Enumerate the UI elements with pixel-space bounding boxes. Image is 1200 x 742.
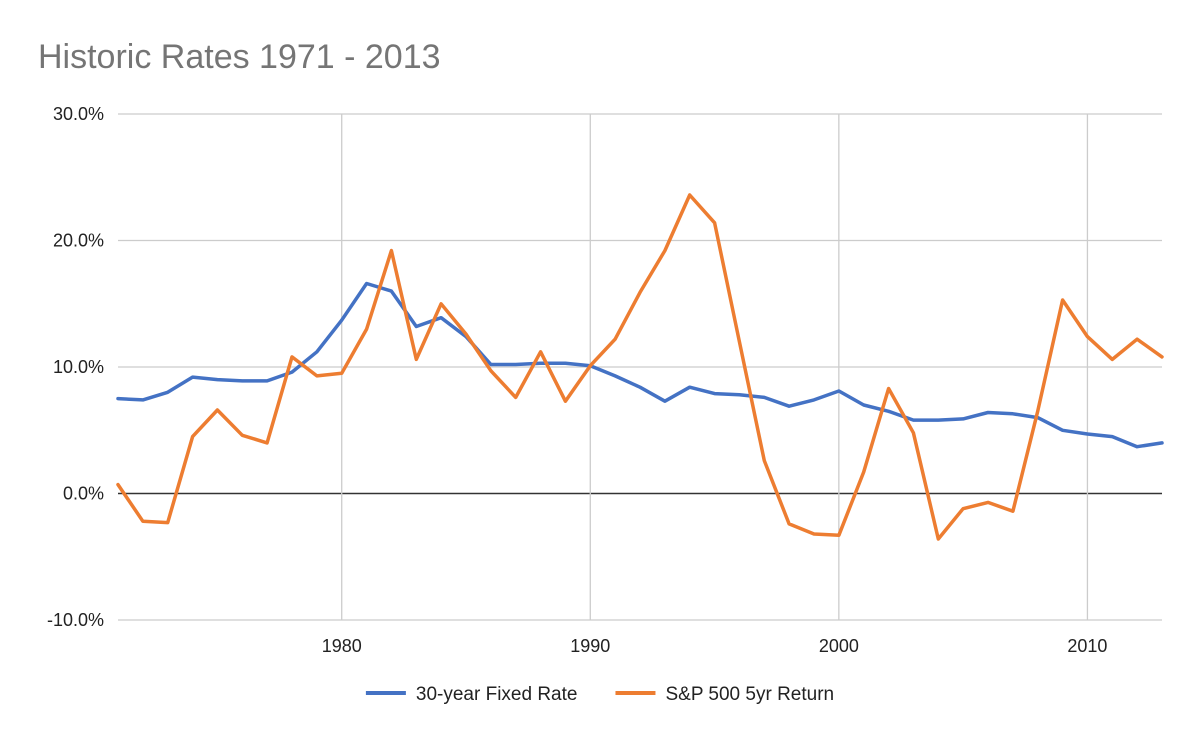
x-tick-label: 2000: [819, 636, 859, 656]
x-tick-label: 2010: [1067, 636, 1107, 656]
series-line-fixed-rate: [116, 281, 1164, 449]
y-tick-label: 0.0%: [63, 484, 104, 504]
series-line-sp500-return: [116, 193, 1164, 541]
y-tick-label: 30.0%: [53, 104, 104, 124]
grid-lines: [118, 113, 1162, 621]
x-axis-ticks: 1980 1990 2000 2010: [322, 636, 1108, 656]
series-lines: [116, 193, 1164, 541]
legend: 30-year Fixed Rate S&P 500 5yr Return: [365, 684, 834, 705]
legend-label: 30-year Fixed Rate: [416, 684, 578, 705]
x-tick-label: 1980: [322, 636, 362, 656]
y-tick-label: 10.0%: [53, 357, 104, 377]
chart-title: Historic Rates 1971 - 2013: [38, 38, 441, 76]
legend-item: S&P 500 5yr Return: [615, 684, 834, 705]
legend-item: 30-year Fixed Rate: [365, 684, 578, 705]
y-axis-ticks: -10.0% 0.0% 10.0% 20.0% 30.0%: [47, 104, 104, 630]
y-tick-label: 20.0%: [53, 231, 104, 251]
y-tick-label: -10.0%: [47, 610, 104, 630]
legend-label: S&P 500 5yr Return: [665, 684, 834, 705]
x-tick-label: 1990: [570, 636, 610, 656]
